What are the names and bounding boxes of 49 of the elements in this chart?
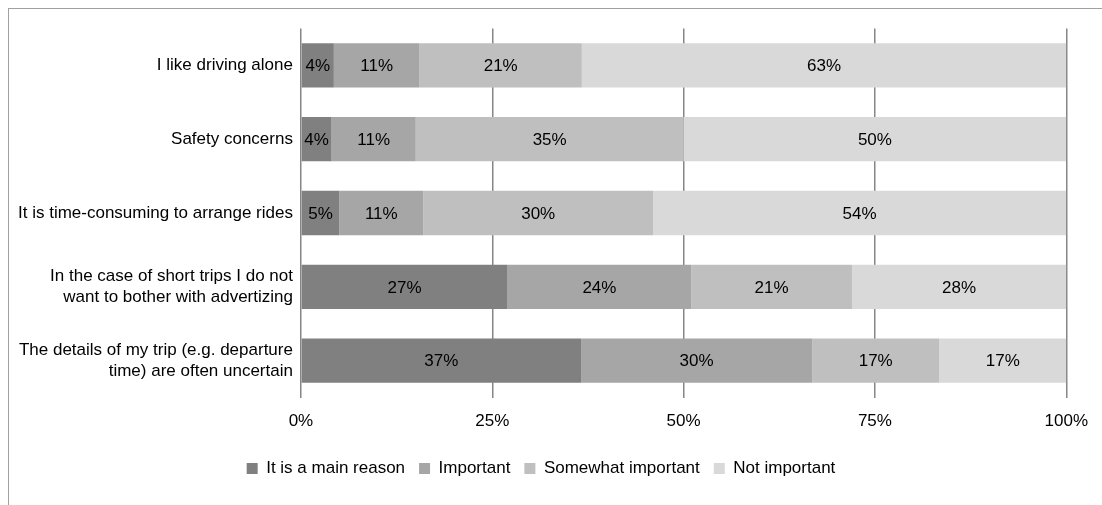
data-label: 30% xyxy=(679,351,714,371)
bar xyxy=(652,190,1067,236)
bar xyxy=(581,338,813,383)
y-tick-label: It is time-consuming to arrange rides xyxy=(17,202,293,222)
data-label: 28% xyxy=(942,277,977,297)
data-label: 50% xyxy=(857,129,892,149)
data-label: 17% xyxy=(985,351,1020,371)
x-tick-label: 75% xyxy=(857,411,892,431)
bar xyxy=(333,43,420,88)
data-label: 4% xyxy=(304,129,329,149)
legend-label: Not important xyxy=(733,458,836,478)
legend-label: It is a main reason xyxy=(266,458,406,478)
bar xyxy=(419,43,582,88)
legend-label: Important xyxy=(438,458,511,478)
y-tick-label: Safety concerns xyxy=(171,128,293,148)
bar xyxy=(423,190,653,236)
x-tick-label: 50% xyxy=(666,411,701,431)
y-tick-label: The details of my trip (e.g. departure time) are often uncertain xyxy=(18,340,293,380)
y-tick-label: In the case of short trips I do not want to bother with advertizing xyxy=(50,266,294,306)
data-label: 5% xyxy=(308,203,333,223)
data-label: 30% xyxy=(521,203,556,223)
bar xyxy=(939,338,1067,383)
y-tick-label: I like driving alone xyxy=(156,55,293,75)
bar xyxy=(331,117,416,162)
data-label: 11% xyxy=(357,129,391,149)
data-label: 27% xyxy=(387,277,422,297)
data-label: 24% xyxy=(582,277,617,297)
bar xyxy=(507,264,692,309)
data-label: 21% xyxy=(754,277,789,297)
bar xyxy=(691,264,852,309)
data-label: 54% xyxy=(842,203,877,223)
data-label: 11% xyxy=(364,203,398,223)
data-label: 35% xyxy=(532,129,567,149)
x-tick-label: 25% xyxy=(475,411,510,431)
x-tick-label: 0% xyxy=(288,411,314,431)
bar xyxy=(415,117,684,162)
bar xyxy=(339,190,424,236)
bar xyxy=(581,43,1067,88)
data-label: 37% xyxy=(424,351,459,371)
bar xyxy=(683,117,1067,162)
data-label: 21% xyxy=(483,56,518,76)
legend-label: Somewhat important xyxy=(543,458,701,478)
bar xyxy=(851,264,1067,309)
data-label: 11% xyxy=(360,56,394,76)
data-label: 63% xyxy=(807,56,842,76)
data-label: 17% xyxy=(858,351,893,371)
x-tick-label: 100% xyxy=(1044,411,1088,431)
data-label: 4% xyxy=(305,56,331,76)
bar xyxy=(812,338,940,383)
